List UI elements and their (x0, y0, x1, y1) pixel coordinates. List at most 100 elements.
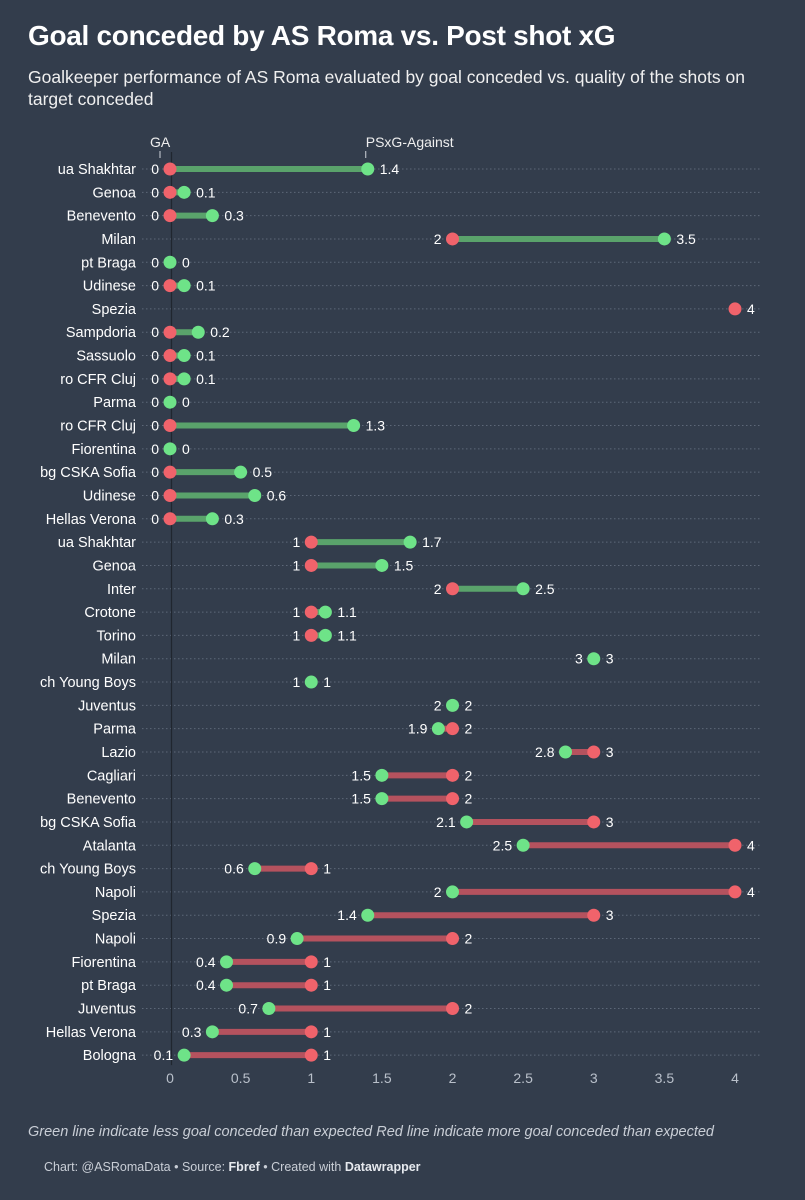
value-label-right: 0.5 (253, 464, 273, 480)
value-label-left: 0 (151, 208, 159, 224)
team-label: Napoli (95, 885, 136, 901)
source-link[interactable]: Fbref (228, 1160, 260, 1174)
ga-dot (163, 279, 177, 293)
value-label-left: 1 (292, 534, 300, 550)
data-row: ua Shakhtar 0 1.4 (58, 161, 400, 178)
overlap-dot (163, 442, 177, 456)
team-label: Cagliari (87, 768, 136, 784)
data-row: pt Braga 0.4 1 (81, 977, 331, 994)
xg-dot (361, 908, 375, 922)
xg-dot (220, 978, 233, 992)
xg-dot (220, 955, 233, 969)
data-row: Milan 2 3.5 (101, 231, 696, 248)
xg-dot (205, 512, 219, 526)
x-tick-label: 0 (166, 1070, 174, 1086)
ga-dot (446, 232, 459, 246)
chart-footer: Chart: @ASRomaData • Source: Fbref • Cre… (44, 1160, 421, 1174)
ga-dot (446, 792, 459, 806)
value-label-right: 1 (323, 674, 331, 690)
value-label-right: 2 (465, 1001, 473, 1017)
ga-dot (728, 838, 742, 852)
x-tick-label: 3.5 (655, 1070, 675, 1086)
team-label: Juventus (78, 698, 136, 714)
team-label: Hellas Verona (46, 512, 137, 528)
value-label-left: 0.1 (154, 1047, 174, 1063)
data-row: Udinese 0 0.1 (83, 278, 216, 295)
value-label-left: 0.6 (224, 861, 244, 877)
team-label: ua Shakhtar (58, 162, 136, 178)
xg-dot (347, 419, 361, 433)
data-row: ua Shakhtar 1 1.7 (58, 534, 442, 551)
data-row: Hellas Verona 0.3 1 (46, 1024, 332, 1041)
xg-dot (361, 162, 375, 176)
ga-dot (304, 862, 318, 876)
source-label: Source: (181, 1160, 226, 1174)
value-label-left: 0 (151, 348, 159, 364)
value-label-right: 1.1 (337, 604, 357, 620)
ga-dot (304, 628, 318, 642)
data-row: Napoli 2 4 (95, 884, 755, 901)
ga-dot (446, 932, 459, 946)
ga-dot (163, 465, 177, 479)
data-row: Benevento 0 0.3 (67, 208, 244, 225)
xg-dot (318, 605, 332, 619)
data-row: Fiorentina 0 0 (72, 441, 190, 458)
xg-dot (177, 185, 191, 199)
x-tick-label: 2 (449, 1070, 457, 1086)
overlap-dot (163, 395, 177, 409)
value-label-right: 1.5 (394, 557, 414, 573)
value-label-right: 2.5 (535, 581, 555, 597)
xg-dot (657, 232, 671, 246)
value-label-right: 0.1 (196, 278, 216, 294)
value-label-right: 3 (606, 814, 614, 830)
value-label-left: 2.8 (535, 744, 555, 760)
xg-dot (460, 815, 474, 829)
value-label-left: 0 (151, 371, 159, 387)
data-row: Spezia 1.4 3 (92, 907, 614, 924)
value-label-left: 0.4 (196, 954, 216, 970)
value-label-left: 1 (292, 674, 300, 690)
xg-dot (559, 745, 572, 759)
overlap-dot (304, 675, 318, 689)
xg-dot (403, 535, 417, 549)
value-label-left: 0 (151, 418, 159, 434)
ga-dot (304, 558, 318, 572)
data-row: Spezia 4 (92, 301, 755, 318)
value-label-right: 1.3 (366, 418, 386, 434)
value-label-right: 3 (606, 907, 614, 923)
data-row: Crotone 1 1.1 (84, 604, 357, 621)
value-label-right: 4 (747, 837, 755, 853)
ga-dot (587, 745, 601, 759)
value-label-left: 1.9 (408, 721, 428, 737)
team-label: Sampdoria (66, 325, 137, 341)
tool-link[interactable]: Datawrapper (344, 1160, 421, 1174)
ga-dot (163, 488, 177, 502)
xg-dot (375, 792, 389, 806)
value-label-right: 2 (465, 791, 473, 807)
value-label-right: 3 (606, 651, 614, 667)
data-row: Parma 1.9 2 (93, 721, 472, 738)
xg-dot (262, 1002, 276, 1016)
data-row: Fiorentina 0.4 1 (72, 954, 332, 971)
ga-dot (446, 582, 459, 596)
team-label: Parma (93, 395, 137, 411)
xg-dot (375, 768, 389, 782)
ga-dot (163, 209, 177, 223)
data-row: bg CSKA Sofia 0 0.5 (40, 464, 272, 481)
team-label: Bologna (83, 1048, 137, 1064)
team-label: Atalanta (83, 838, 137, 854)
value-label-right: 2 (465, 767, 473, 783)
ga-dot (587, 908, 601, 922)
ga-dot (163, 512, 177, 526)
value-label-right: 1.7 (422, 534, 442, 550)
value-label-left: 0 (151, 184, 159, 200)
data-row: Hellas Verona 0 0.3 (46, 511, 244, 528)
value-label-left: 2.1 (436, 814, 456, 830)
ga-dot (446, 1002, 459, 1016)
value-label-left: 0.7 (238, 1001, 258, 1017)
xg-dot (191, 325, 205, 339)
xg-dot (516, 582, 530, 596)
value-label-right: 1 (323, 1047, 331, 1063)
value-label-left: 0 (151, 394, 159, 410)
ga-dot (728, 885, 742, 899)
